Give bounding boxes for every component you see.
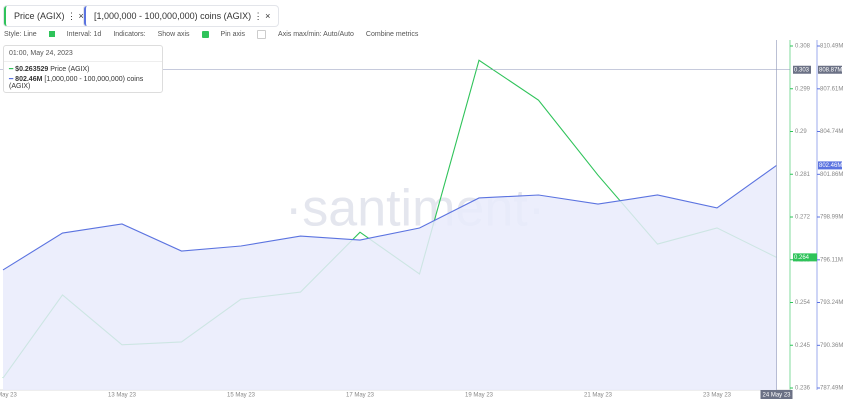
tab[interactable]: [1,000,000 - 100,000,000) coins (AGIX) ⋮…	[84, 6, 279, 26]
pin-axis[interactable]: Pin axis	[220, 30, 246, 38]
y-tick-label: 0.236	[795, 386, 811, 392]
y2-tick-label: 790.36M	[820, 343, 843, 349]
y-tick-label: 0.299	[795, 86, 811, 92]
settings: Style: Line Interval: 1d Indicators: Sho…	[4, 28, 418, 40]
tab-label: [1,000,000 - 100,000,000) coins (AGIX)	[94, 11, 252, 21]
interval[interactable]: Interval: 1d	[66, 30, 102, 38]
x-tick-label: 11 May 23	[0, 393, 17, 399]
axis-minmax[interactable]: Axis max/min: Auto/Auto	[278, 30, 354, 38]
checkbox[interactable]	[257, 29, 267, 39]
y-tick-label: 0.308	[795, 44, 811, 50]
x-tick-label: 17 May 23	[346, 393, 375, 399]
last-value-label: 802.46M	[819, 163, 842, 169]
crosshair-bg	[818, 65, 842, 74]
tooltip-name: [1,000,000 - 100,000,000) coins (AGIX)	[9, 76, 144, 90]
tooltip-date: 01:00, May 24, 2023	[4, 46, 162, 62]
y-tick-label: 0.245	[795, 343, 811, 349]
combine[interactable]: Combine metrics	[365, 30, 419, 38]
show-axis[interactable]: Show axis	[157, 30, 190, 38]
checkbox[interactable]	[201, 30, 209, 38]
tooltip-value: 802.46M	[15, 76, 43, 83]
y2-tick-label: 787.49M	[820, 386, 843, 392]
x-label-bg	[760, 390, 793, 399]
style[interactable]: Style: Line	[4, 30, 37, 38]
y-tick-label: 0.29	[795, 129, 807, 135]
y2-tick-label: 793.24M	[820, 300, 843, 306]
y-tick-label: 0.272	[795, 215, 811, 221]
y2-tick-label: 810.49M	[820, 44, 843, 50]
x-tick-label: 19 May 23	[465, 393, 494, 399]
tab[interactable]: Price (AGIX) ⋮ ×	[4, 6, 92, 26]
tooltip-value: $0.263529	[15, 66, 49, 73]
y2-tick-label: 801.86M	[820, 172, 843, 178]
x-tick-label: 13 May 23	[108, 393, 137, 399]
y-tick-label: 0.281	[795, 172, 811, 178]
tab-label: Price (AGIX)	[14, 11, 65, 21]
y2-tick-label: 798.99M	[820, 215, 843, 221]
y2-tick-label: 804.74M	[820, 129, 843, 135]
crosshair-bg	[793, 65, 811, 74]
last-value-label: 0.264	[794, 255, 810, 261]
area	[3, 165, 777, 390]
crosshair-label: 808.87M	[819, 67, 842, 73]
x-tick-label: 21 May 23	[584, 393, 613, 399]
color-swatch[interactable]	[48, 31, 55, 37]
y2-tick-label: 807.61M	[820, 86, 843, 92]
tooltip-row: ━ 802.46M [1,000,000 - 100,000,000) coin…	[9, 76, 144, 90]
x-tick-label: 24 May 23	[762, 393, 791, 399]
tooltip-row: ━ $0.263529 Price (AGIX)	[9, 66, 90, 73]
tooltip-name: Price (AGIX)	[50, 66, 90, 73]
last-value-bg	[793, 253, 817, 262]
series-line	[2, 164, 777, 271]
tooltip: 01:00, May 24, 2023 ━ $0.263529 Price (A…	[3, 45, 163, 93]
crosshair-label: 0.303	[794, 67, 810, 73]
y-tick-label: 0.254	[795, 300, 811, 306]
x-tick-label: 23 May 23	[703, 393, 732, 399]
indicators[interactable]: Indicators:	[113, 30, 146, 38]
y2-tick-label: 796.11M	[820, 257, 843, 263]
last-value-bg	[818, 161, 842, 170]
x-tick-label: 15 May 23	[227, 393, 256, 399]
